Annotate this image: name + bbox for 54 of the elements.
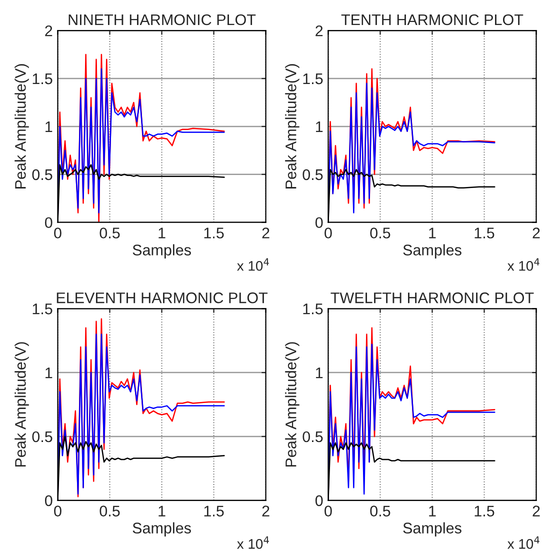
y-tick-label: 1 [316, 368, 323, 378]
x-tick-label: 2 [532, 228, 540, 238]
y-tick-label: 2 [316, 25, 323, 36]
x-tick-label: 1.5 [474, 228, 494, 238]
x-axis-title: Samples [403, 244, 462, 258]
x-tick-label: 0 [54, 506, 62, 516]
x-tick-label: 1.5 [204, 506, 224, 516]
y-axis-title: Peak Amplitude(V) [285, 64, 300, 188]
x-tick-label: 1 [158, 228, 166, 238]
x-tick-label: 0.5 [100, 228, 120, 238]
chart-title: TENTH HARMONIC PLOT [341, 14, 524, 26]
y-tick-label: 0.5 [302, 431, 323, 442]
text: x 10$^{4}$ [508, 258, 540, 271]
x-axis-title: Samples [132, 244, 191, 258]
chart-title: TWELFTH HARMONIC PLOT [330, 292, 534, 304]
x-tick-label: 1 [429, 228, 436, 238]
y-tick-label: 1.5 [32, 74, 52, 84]
x-tick-label: 2 [262, 228, 270, 238]
x-tick-label: 2 [262, 506, 270, 516]
x-tick-label: 1 [158, 506, 166, 516]
y-tick-label: 0 [44, 495, 52, 506]
y-tick-label: 0 [315, 217, 323, 228]
y-tick-label: 1.5 [303, 74, 323, 84]
x-tick-label: 0 [54, 228, 62, 238]
y-tick-label: 0 [315, 495, 323, 506]
x-tick-label: 1.5 [204, 228, 224, 238]
x-tick-label: 2 [532, 506, 540, 516]
y-tick-label: 0.5 [32, 431, 52, 442]
y-tick-label: 0.5 [32, 169, 52, 180]
x-tick-label: 0 [324, 506, 332, 516]
x-tick-label: 0 [324, 228, 332, 238]
y-tick-label: 1 [46, 368, 52, 378]
x-axis-title: Samples [132, 522, 191, 537]
chart-title: NINETH HARMONIC PLOT [68, 14, 256, 26]
chart-title: ELEVENTH HARMONIC PLOT [56, 292, 268, 304]
y-tick-label: 0 [44, 217, 52, 228]
y-tick-label: 1 [316, 121, 323, 132]
text: x 10$^{4}$ [237, 258, 269, 271]
y-tick-label: 1.5 [303, 304, 323, 314]
y-axis-title: Peak Amplitude(V) [285, 342, 300, 467]
y-tick-label: 1.5 [32, 304, 52, 314]
text: x 10$^{4}$ [508, 536, 540, 549]
text: x 10$^{4}$ [237, 536, 269, 549]
x-tick-label: 0.5 [100, 506, 120, 516]
y-axis-title: Peak Amplitude(V) [14, 342, 29, 467]
x-tick-label: 0.5 [370, 506, 390, 516]
y-tick-label: 2 [45, 25, 52, 36]
x-tick-label: 0.5 [370, 228, 390, 238]
x-axis-title: Samples [403, 522, 462, 537]
y-tick-label: 0.5 [302, 169, 323, 180]
y-tick-label: 1 [46, 121, 52, 132]
y-axis-title: Peak Amplitude(V) [14, 64, 29, 188]
x-tick-label: 1 [429, 506, 436, 516]
x-tick-label: 1.5 [474, 506, 494, 516]
